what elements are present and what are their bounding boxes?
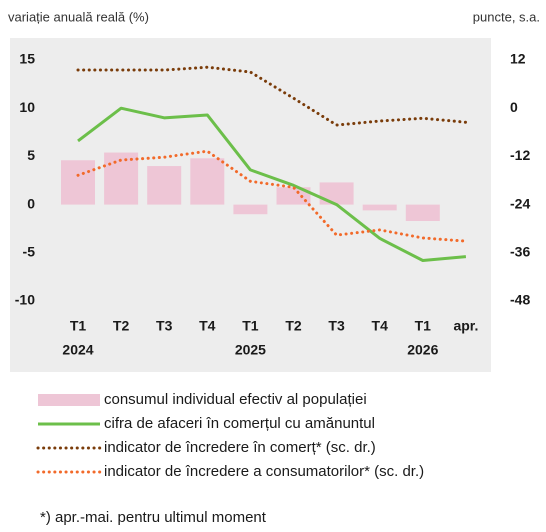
y-tick-label: 5 <box>27 147 35 163</box>
x-group-label: 2025 <box>235 342 266 358</box>
y-tick-label: 0 <box>27 195 35 211</box>
subtitle-left: variație anuală reală (%) <box>8 9 149 24</box>
x-tick-label: T1 <box>415 318 432 334</box>
bar <box>233 204 268 215</box>
x-tick-label: T1 <box>242 318 259 334</box>
y2-tick-label: -12 <box>510 147 530 163</box>
x-tick-label: T3 <box>156 318 173 334</box>
y-tick-label: -5 <box>23 244 36 260</box>
y2-tick-label: -36 <box>510 244 530 260</box>
y2-tick-label: -24 <box>510 195 530 211</box>
subtitle-right: puncte, s.a. <box>473 9 540 24</box>
x-tick-label: T2 <box>113 318 130 334</box>
bar <box>319 182 354 205</box>
y-tick-label: 15 <box>19 51 35 67</box>
bar <box>362 204 397 211</box>
line <box>77 106 467 263</box>
x-tick-label: T4 <box>372 318 389 334</box>
legend-label: consumul individual efectiv al populație… <box>104 391 367 408</box>
x-tick-label: apr. <box>453 318 478 334</box>
x-tick-label: T3 <box>328 318 345 334</box>
y2-tick-label: 12 <box>510 51 526 67</box>
y2-tick-label: 0 <box>510 99 518 115</box>
x-tick-label: T4 <box>199 318 216 334</box>
x-group-label: 2026 <box>407 342 438 358</box>
bar <box>190 158 225 205</box>
x-tick-label: T1 <box>70 318 87 334</box>
bar <box>276 187 311 205</box>
legend-label: cifra de afaceri în comerțul cu amănuntu… <box>104 415 375 432</box>
legend-label: indicator de încredere în comerț* (sc. d… <box>104 439 376 456</box>
bar <box>405 204 440 221</box>
bar <box>147 166 182 205</box>
line <box>76 149 468 243</box>
y-tick-label: 10 <box>19 99 35 115</box>
legend-swatch <box>38 394 100 406</box>
bar <box>61 160 95 205</box>
y2-tick-label: -48 <box>510 292 530 308</box>
x-tick-label: T2 <box>285 318 302 334</box>
y-tick-label: -10 <box>15 292 35 308</box>
legend-label: indicator de încredere a consumatorilor*… <box>104 463 424 480</box>
x-group-label: 2024 <box>62 342 93 358</box>
footnote: *) apr.-mai. pentru ultimul moment <box>40 509 267 526</box>
